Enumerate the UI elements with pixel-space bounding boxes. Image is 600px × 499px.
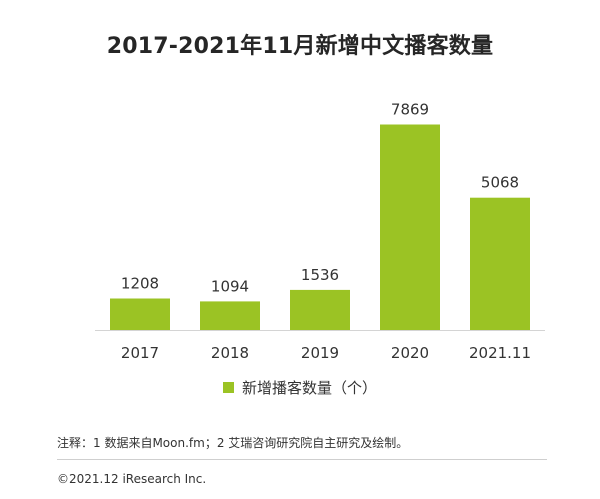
x-tick-label-2017: 2017: [121, 344, 159, 362]
bar-2020: [380, 124, 440, 330]
data-labels-layer: 1208 1094 1536 7869 5068: [121, 101, 519, 296]
bar-2019: [290, 289, 350, 330]
bar-2021.11: [470, 197, 530, 330]
x-tick-label-2021.11: 2021.11: [469, 344, 531, 362]
x-tick-label-2020: 2020: [391, 344, 429, 362]
x-tick-labels-layer: 2017 2018 2019 2020 2021.11: [121, 344, 531, 362]
bar-2018: [200, 301, 260, 330]
bar-2017: [110, 298, 170, 330]
x-tick-label-2018: 2018: [211, 344, 249, 362]
bars-layer: [110, 124, 530, 330]
data-label-2018: 1094: [211, 277, 249, 295]
x-tick-label-2019: 2019: [301, 344, 339, 362]
footnote: 注释：1 数据来自Moon.fm；2 艾瑞咨询研究院自主研究及绘制。: [57, 436, 409, 450]
data-label-2019: 1536: [301, 266, 339, 284]
legend: 新增播客数量（个）: [0, 377, 600, 398]
data-label-2017: 1208: [121, 275, 159, 293]
legend-swatch: [222, 382, 234, 393]
footer-divider: [57, 459, 547, 460]
legend-label: 新增播客数量（个）: [241, 379, 377, 397]
copyright: ©2021.12 iResearch Inc.: [57, 472, 207, 486]
chart-title: 2017-2021年11月新增中文播客数量: [106, 34, 494, 59]
data-label-2020: 7869: [391, 101, 429, 119]
data-label-2021.11: 5068: [481, 174, 519, 192]
